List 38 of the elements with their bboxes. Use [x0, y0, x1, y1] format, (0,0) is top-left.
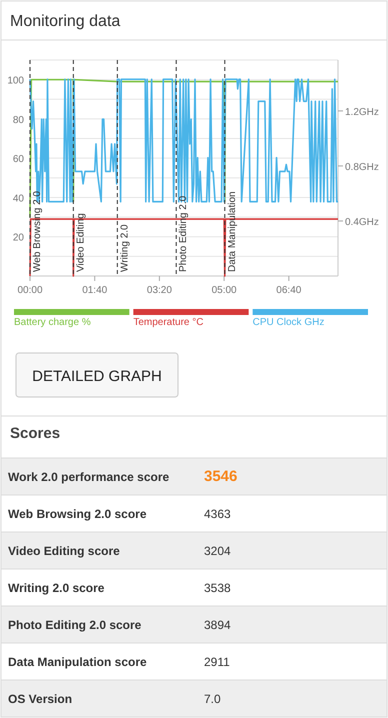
category-label: Writing 2.0 score [8, 581, 105, 595]
chart-title: Monitoring data [10, 13, 120, 30]
text: 2911 [204, 655, 230, 669]
ref-line-label: Data Manipulation [226, 191, 238, 272]
text: 3894 [204, 618, 231, 632]
y-tick-label: 100 [7, 76, 24, 87]
category-label: Photo Editing 2.0 score [8, 618, 142, 632]
x-tick-label: 01:40 [82, 285, 108, 296]
text: Temperature °C [133, 317, 204, 328]
ref-line-label: Photo Editing 2.0 [178, 195, 190, 272]
y-tick-label: 20 [12, 232, 24, 244]
ref-line-label: Video Editing [75, 213, 86, 272]
text: 7.0 [204, 692, 221, 706]
y-tick-label: 60 [12, 154, 24, 166]
x-tick-label: 06:40 [276, 285, 302, 296]
y2-tick-label: 0.4GHz [345, 216, 379, 228]
text: DETAILED GRAPH [32, 368, 162, 385]
ref-line-label: Writing 2.0 [119, 224, 130, 272]
y2-tick-label: 0.8GHz [345, 162, 379, 173]
text: Battery charge % [14, 317, 91, 328]
category-label: Data Manipulation score [8, 655, 148, 669]
y2-tick-label: 1.2GHz [345, 106, 379, 118]
x-tick-label: 03:20 [146, 285, 172, 296]
x-tick-label: 05:00 [212, 285, 238, 296]
text: 4363 [204, 507, 231, 521]
category-label: Video Editing score [8, 544, 120, 558]
category-label: OS Version [8, 692, 72, 706]
category-label: Work 2.0 performance score [8, 470, 170, 484]
text: 3538 [204, 581, 231, 595]
y-tick-label: 80 [12, 114, 24, 126]
text: CPU Clock GHz [252, 317, 324, 328]
category-label: Web Browsing 2.0 score [8, 507, 147, 521]
y-tick-label: 40 [12, 193, 24, 204]
text: 3204 [204, 544, 231, 558]
ref-line-label: Web Browsing 2.0 [32, 190, 43, 272]
text: Scores [10, 425, 60, 442]
x-tick-label: 00:00 [17, 285, 43, 296]
text: 3546 [204, 468, 238, 485]
